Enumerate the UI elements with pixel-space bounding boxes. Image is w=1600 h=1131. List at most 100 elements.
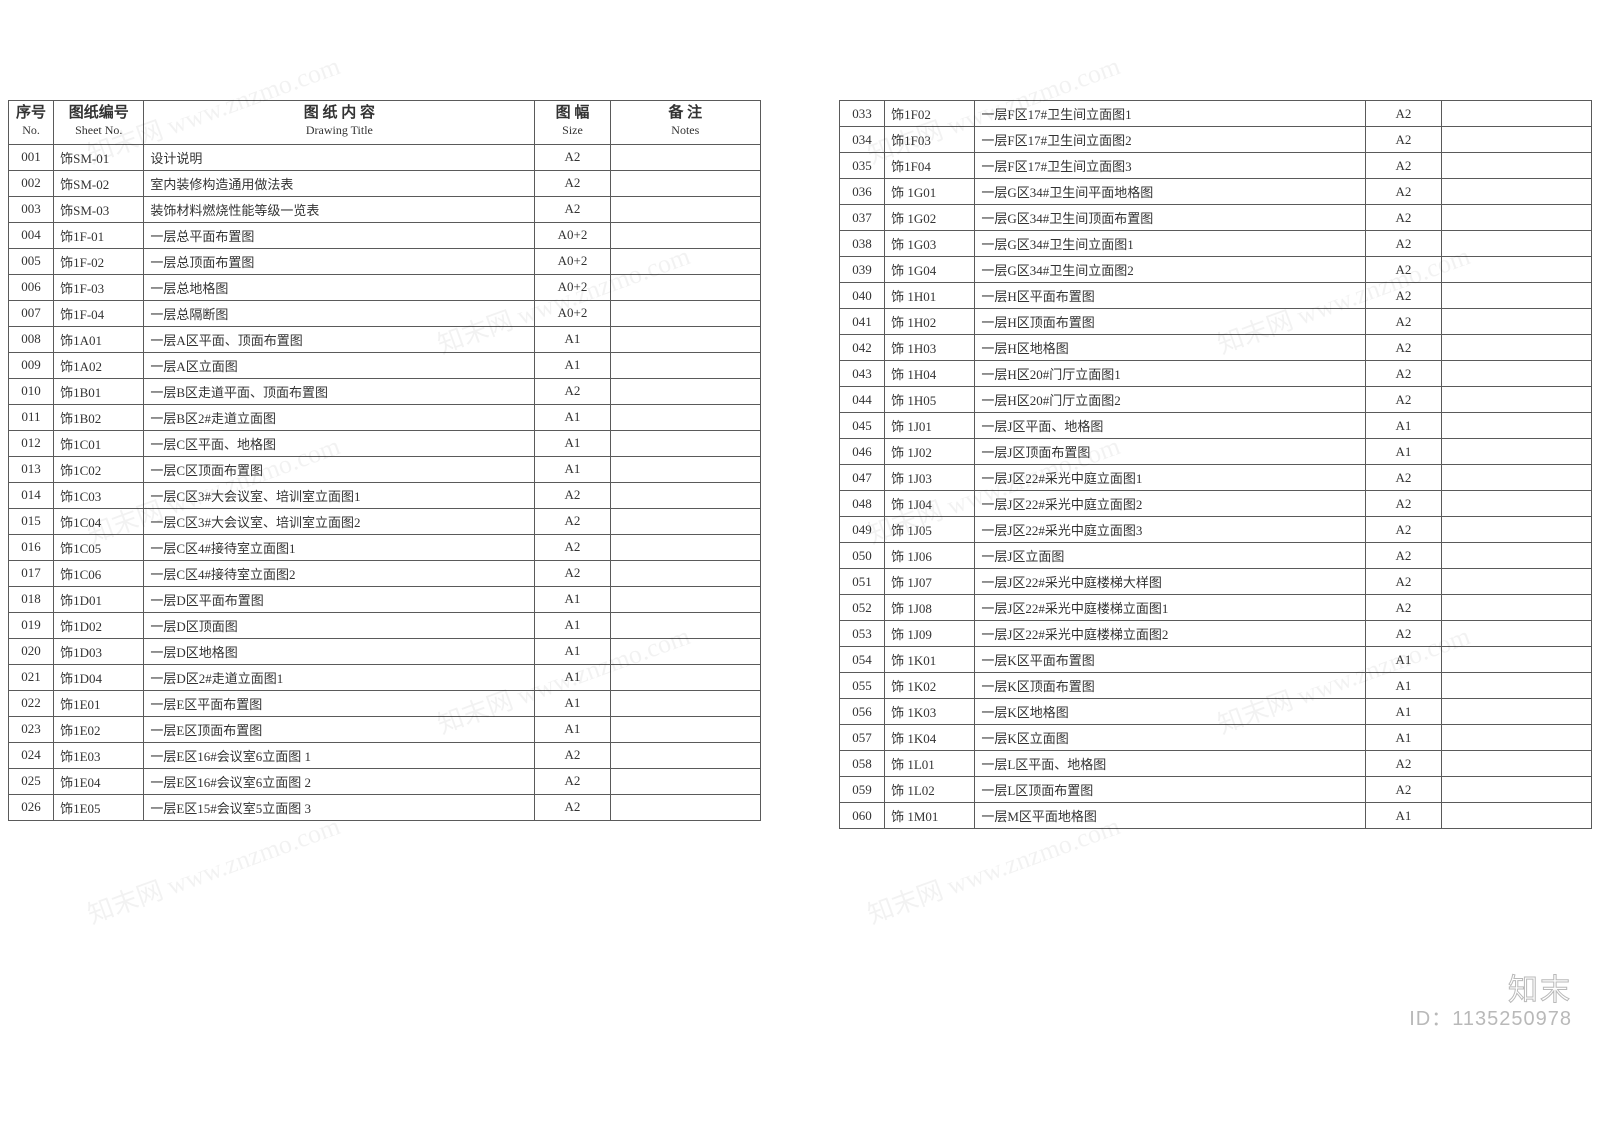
cell-no: 017 [9, 560, 54, 586]
cell-sheet: 饰 1J07 [885, 569, 975, 595]
cell-title: 一层H区平面布置图 [975, 283, 1366, 309]
cell-title: 一层E区16#会议室6立面图 2 [144, 768, 535, 794]
cell-size: A1 [1366, 439, 1441, 465]
cell-size: A2 [1366, 465, 1441, 491]
cell-sheet: 饰1E05 [54, 794, 144, 820]
table-row: 040饰 1H01一层H区平面布置图A2 [840, 283, 1592, 309]
cell-notes [1441, 153, 1591, 179]
cell-no: 037 [840, 205, 885, 231]
cell-notes [1441, 465, 1591, 491]
cell-title: 一层B区2#走道立面图 [144, 404, 535, 430]
cell-no: 036 [840, 179, 885, 205]
cell-title: 一层C区3#大会议室、培训室立面图2 [144, 508, 535, 534]
cell-title: 一层总隔断图 [144, 300, 535, 326]
cell-no: 047 [840, 465, 885, 491]
cell-title: 一层H区20#门厅立面图2 [975, 387, 1366, 413]
table-row: 042饰 1H03一层H区地格图A2 [840, 335, 1592, 361]
cell-title: 一层H区顶面布置图 [975, 309, 1366, 335]
cell-title: 一层C区3#大会议室、培训室立面图1 [144, 482, 535, 508]
cell-notes [610, 378, 760, 404]
cell-no: 014 [9, 482, 54, 508]
cell-notes [610, 716, 760, 742]
table-row: 033饰1F02一层F区17#卫生间立面图1A2 [840, 101, 1592, 127]
cell-size: A2 [1366, 517, 1441, 543]
table-row: 057饰 1K04一层K区立面图A1 [840, 725, 1592, 751]
table-row: 001饰SM-01设计说明A2 [9, 144, 761, 170]
cell-no: 054 [840, 647, 885, 673]
cell-title: 一层G区34#卫生间立面图2 [975, 257, 1366, 283]
cell-sheet: 饰1B02 [54, 404, 144, 430]
cell-size: A2 [535, 534, 610, 560]
cell-no: 053 [840, 621, 885, 647]
cell-notes [610, 482, 760, 508]
table-row: 016饰1C05一层C区4#接待室立面图1A2 [9, 534, 761, 560]
cell-title: 一层J区平面、地格图 [975, 413, 1366, 439]
cell-no: 001 [9, 144, 54, 170]
cell-size: A2 [1366, 777, 1441, 803]
cell-title: 一层H区20#门厅立面图1 [975, 361, 1366, 387]
cell-size: A0+2 [535, 300, 610, 326]
cell-title: 一层K区平面布置图 [975, 647, 1366, 673]
table-row: 046饰 1J02一层J区顶面布置图A1 [840, 439, 1592, 465]
cell-title: 设计说明 [144, 144, 535, 170]
cell-notes [1441, 647, 1591, 673]
cell-title: 一层B区走道平面、顶面布置图 [144, 378, 535, 404]
cell-title: 一层J区22#采光中庭楼梯立面图2 [975, 621, 1366, 647]
left-table: 序号 No. 图纸编号 Sheet No. 图 纸 内 容 Drawing Ti… [8, 100, 761, 821]
table-row: 003饰SM-03装饰材料燃烧性能等级一览表A2 [9, 196, 761, 222]
cell-no: 045 [840, 413, 885, 439]
cell-sheet: 饰 1J09 [885, 621, 975, 647]
cell-notes [610, 274, 760, 300]
table-row: 045饰 1J01一层J区平面、地格图A1 [840, 413, 1592, 439]
cell-sheet: 饰1D03 [54, 638, 144, 664]
cell-sheet: 饰1F-03 [54, 274, 144, 300]
cell-sheet: 饰 1G02 [885, 205, 975, 231]
cell-title: 一层总平面布置图 [144, 222, 535, 248]
table-row: 007饰1F-04一层总隔断图A0+2 [9, 300, 761, 326]
cell-notes [610, 664, 760, 690]
cell-notes [610, 794, 760, 820]
cell-no: 016 [9, 534, 54, 560]
table-row: 004饰1F-01一层总平面布置图A0+2 [9, 222, 761, 248]
hdr-no-zh: 序号 [16, 105, 46, 121]
hdr-title-en: Drawing Title [306, 123, 373, 137]
cell-notes [610, 248, 760, 274]
cell-notes [610, 170, 760, 196]
table-row: 048饰 1J04一层J区22#采光中庭立面图2A2 [840, 491, 1592, 517]
cell-size: A2 [535, 482, 610, 508]
cell-title: 一层D区顶面图 [144, 612, 535, 638]
cell-title: 一层G区34#卫生间立面图1 [975, 231, 1366, 257]
cell-no: 021 [9, 664, 54, 690]
cell-sheet: 饰1B01 [54, 378, 144, 404]
hdr-notes-zh: 备 注 [668, 105, 702, 121]
cell-notes [1441, 491, 1591, 517]
cell-sheet: 饰1E01 [54, 690, 144, 716]
cell-size: A2 [1366, 153, 1441, 179]
cell-title: 一层D区平面布置图 [144, 586, 535, 612]
table-row: 060饰 1M01一层M区平面地格图A1 [840, 803, 1592, 829]
cell-sheet: 饰 1J03 [885, 465, 975, 491]
table-row: 005饰1F-02一层总顶面布置图A0+2 [9, 248, 761, 274]
cell-sheet: 饰1A01 [54, 326, 144, 352]
cell-title: 一层D区2#走道立面图1 [144, 664, 535, 690]
cell-sheet: 饰 1L02 [885, 777, 975, 803]
hdr-size-zh: 图 幅 [556, 105, 590, 121]
hdr-sheet-en: Sheet No. [75, 123, 122, 137]
cell-notes [1441, 621, 1591, 647]
table-row: 035饰1F04一层F区17#卫生间立面图3A2 [840, 153, 1592, 179]
table-row: 059饰 1L02一层L区顶面布置图A2 [840, 777, 1592, 803]
cell-sheet: 饰1C02 [54, 456, 144, 482]
cell-no: 002 [9, 170, 54, 196]
table-row: 012饰1C01一层C区平面、地格图A1 [9, 430, 761, 456]
hdr-no: 序号 No. [9, 101, 54, 145]
cell-notes [1441, 309, 1591, 335]
table-row: 058饰 1L01一层L区平面、地格图A2 [840, 751, 1592, 777]
cell-no: 005 [9, 248, 54, 274]
cell-no: 003 [9, 196, 54, 222]
cell-no: 050 [840, 543, 885, 569]
table-row: 022饰1E01一层E区平面布置图A1 [9, 690, 761, 716]
cell-size: A1 [1366, 413, 1441, 439]
cell-notes [610, 222, 760, 248]
table-row: 021饰1D04一层D区2#走道立面图1A1 [9, 664, 761, 690]
cell-sheet: 饰 1G03 [885, 231, 975, 257]
